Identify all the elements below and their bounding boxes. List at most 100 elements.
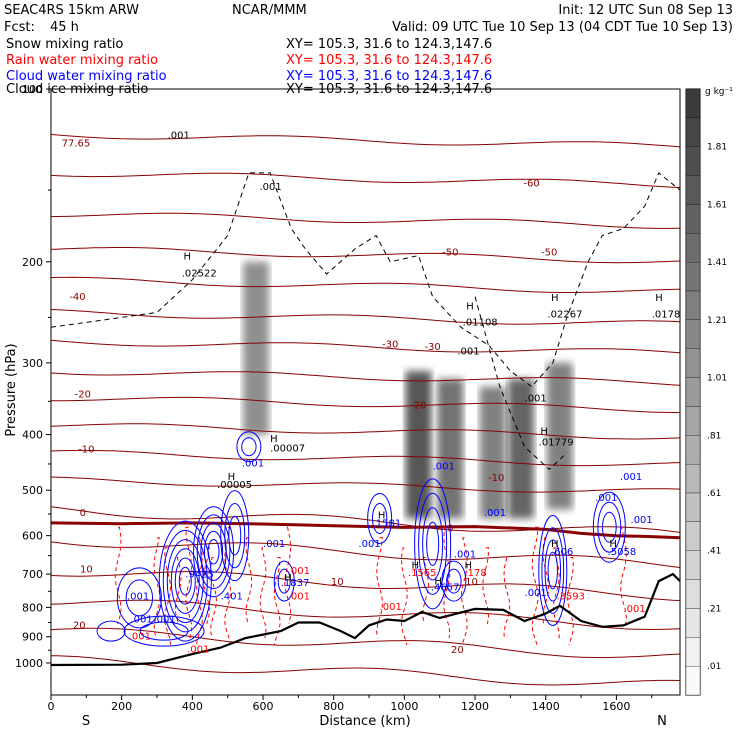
colorbar-cell xyxy=(685,377,701,407)
org-title: NCAR/MMM xyxy=(232,3,307,18)
cloud-water-contour xyxy=(241,437,257,457)
y-tick-label: 800 xyxy=(22,601,43,614)
x-tick-label: 1400 xyxy=(532,700,560,713)
cloud-water-contour xyxy=(441,560,467,602)
contour-annotation: .1837 xyxy=(281,578,310,589)
x-tick-label: 1000 xyxy=(390,700,418,713)
colorbar-cell xyxy=(685,261,701,292)
x-tick-label: 0 xyxy=(48,700,55,713)
rain-contour xyxy=(531,526,539,646)
contour-annotation: H xyxy=(464,561,472,572)
contour-annotation: .02267 xyxy=(547,309,582,320)
isotherm-label: -10 xyxy=(488,473,504,484)
rain-contour xyxy=(482,547,490,624)
colorbar-cell xyxy=(685,665,701,696)
cloud-water-contour xyxy=(422,507,444,581)
contour-annotation: .001 xyxy=(454,550,476,561)
colorbar-tick-label: 1.01 xyxy=(707,374,727,384)
isotherm-line xyxy=(51,599,680,631)
cloud-water-contour xyxy=(367,492,393,544)
cloud-water-contour xyxy=(277,568,291,594)
colorbar-cell xyxy=(685,290,701,321)
colorbar-cell xyxy=(685,175,701,205)
isotherm-label: 0 xyxy=(447,523,453,534)
contour-annotation: .001 xyxy=(153,614,175,625)
y-tick-label: 900 xyxy=(22,631,43,644)
isotherm-line xyxy=(51,627,680,659)
colorbar-cell xyxy=(685,348,701,378)
rain-contour xyxy=(542,537,550,624)
y-tick-label: 300 xyxy=(22,357,43,370)
contour-annotation: .001 xyxy=(525,588,547,599)
cloud-water-contour xyxy=(414,478,452,610)
colorbar-cell xyxy=(685,492,701,523)
contour-annotation: H xyxy=(609,539,617,550)
init-time: Init: 12 UTC Sun 08 Sep 13 xyxy=(558,3,733,18)
rain-contour xyxy=(443,526,451,639)
x-tick-label: 1200 xyxy=(461,700,489,713)
model-title: SEAC4RS 15km ARW xyxy=(4,3,139,18)
x-tick-label: 200 xyxy=(111,700,132,713)
plot-frame xyxy=(50,88,681,696)
fcst-label: Fcst: xyxy=(4,20,35,35)
x-tick-label: 1600 xyxy=(602,700,630,713)
y-tick-label: 600 xyxy=(22,530,43,543)
colorbar-cell xyxy=(685,463,701,494)
north-endpoint-label: N xyxy=(657,714,667,729)
contour-annotation: .001 xyxy=(187,644,209,655)
contour-annotation: H xyxy=(270,434,278,445)
x-axis: 0 200 400 600 800 1000 1200 1400 1600 xyxy=(48,695,653,713)
field-rain-xy: XY= 105.3, 31.6 to 124.3,147.6 xyxy=(286,53,492,68)
contour-annotation: .00005 xyxy=(217,480,252,491)
contour-annotation: H xyxy=(466,301,474,312)
contour-annotation: .1581 xyxy=(373,518,402,529)
plot-area: 77.65.001.001H.02522H.01108H.02267H.0178… xyxy=(51,131,680,686)
cloud-water-contour xyxy=(220,490,250,582)
isotherm-label: -30 xyxy=(424,342,440,353)
isotherm-label: -20 xyxy=(75,390,91,401)
colorbar-tick-label: .81 xyxy=(707,431,721,441)
contour-annotation: .178 xyxy=(464,568,486,579)
contour-annotation: .1565 xyxy=(408,568,437,579)
contour-annotation: .01108 xyxy=(463,317,498,328)
rain-contour xyxy=(503,556,511,639)
contour-annotation: H xyxy=(228,472,236,483)
cloud-water-contour xyxy=(371,502,388,534)
isotherm-line xyxy=(51,449,680,467)
contour-annotation: .401 xyxy=(221,591,243,602)
contour-annotation: .001 xyxy=(620,472,642,483)
rain-contour xyxy=(164,547,172,645)
contour-annotation: .01779 xyxy=(539,438,574,449)
x-tick-label: 800 xyxy=(323,700,344,713)
contour-annotation: .5058 xyxy=(608,547,637,558)
contour-annotation: .02522 xyxy=(182,268,217,279)
contour-annotation: .001 xyxy=(525,393,547,404)
isotherm-label: 10 xyxy=(80,564,93,575)
contour-annotation: .001 xyxy=(242,459,264,470)
colorbar-cell xyxy=(685,521,701,551)
rain-contour xyxy=(185,526,193,639)
colorbar-cell xyxy=(685,637,701,667)
y-tick-label: 400 xyxy=(22,429,43,442)
snow-shading-column xyxy=(507,378,534,519)
cloud-water-contour xyxy=(123,615,205,647)
isotherm-line xyxy=(51,276,680,293)
cloud-water-contour xyxy=(601,511,617,543)
isotherm-line xyxy=(51,172,680,189)
field-snow-name: Snow mixing ratio xyxy=(6,37,123,52)
isotherm-line xyxy=(51,309,680,325)
isotherm-label: -60 xyxy=(523,179,539,190)
cloud-water-contour xyxy=(544,539,562,602)
isotherm-label: -30 xyxy=(382,339,398,350)
cloud-water-contour xyxy=(592,491,626,563)
y-axis: 100 200 300 400 500 600 700 800 900 1000 xyxy=(15,83,51,670)
contour-annotation: .001 xyxy=(288,566,310,577)
isotherm-line xyxy=(51,476,680,493)
snow-shading-column xyxy=(479,386,506,519)
colorbar-cell xyxy=(685,204,701,234)
cloud-water-contour xyxy=(116,567,162,629)
colorbar-cell xyxy=(685,406,701,436)
colorbar: 1.81 1.61 1.41 1.21 1.01 .81 .61 .41 .21 .01 g kg… xyxy=(685,87,733,696)
cloud-water-contour xyxy=(538,514,568,626)
